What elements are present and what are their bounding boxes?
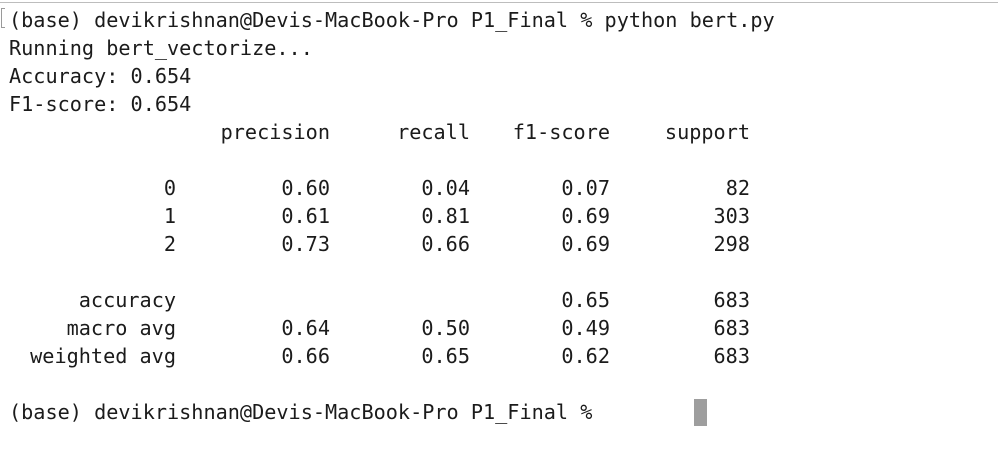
row-recall: 0.04 [421,176,470,200]
command-line: (base) devikrishnan@Devis-MacBook-Pro P1… [9,8,775,32]
header-recall: recall [397,120,470,144]
row-support: 298 [713,232,750,256]
row-support: 303 [713,204,750,228]
row-label: 0 [163,176,176,200]
header-f1-score: f1-score [512,120,610,144]
shell-prompt: (base) devikrishnan@Devis-MacBook-Pro P1… [9,400,605,424]
text-cursor[interactable] [694,399,707,426]
summary-support: 683 [713,288,750,312]
summary-label: accuracy [78,288,176,312]
row-precision: 0.60 [281,176,330,200]
summary-label: macro avg [66,316,176,340]
window-top-border [0,2,998,3]
summary-support: 683 [713,316,750,340]
row-precision: 0.61 [281,204,330,228]
row-recall: 0.66 [421,232,470,256]
row-precision: 0.73 [281,232,330,256]
f1-score-line: F1-score: 0.654 [9,92,192,116]
row-support: 82 [725,176,750,200]
summary-precision: 0.64 [281,316,330,340]
row-f1: 0.69 [561,204,610,228]
summary-support: 683 [713,344,750,368]
row-f1: 0.07 [561,176,610,200]
row-label: 2 [163,232,176,256]
summary-f1: 0.62 [561,344,610,368]
command-mark-icon [1,8,5,28]
header-support: support [664,120,750,144]
summary-recall: 0.65 [421,344,470,368]
row-label: 1 [163,204,176,228]
summary-label: weighted avg [30,344,176,368]
header-precision: precision [220,120,330,144]
output-line: Running bert_vectorize... [9,36,313,60]
summary-recall: 0.50 [421,316,470,340]
summary-precision: 0.66 [281,344,330,368]
summary-f1: 0.49 [561,316,610,340]
row-recall: 0.81 [421,204,470,228]
accuracy-line: Accuracy: 0.654 [9,64,192,88]
row-f1: 0.69 [561,232,610,256]
summary-f1: 0.65 [561,288,610,312]
